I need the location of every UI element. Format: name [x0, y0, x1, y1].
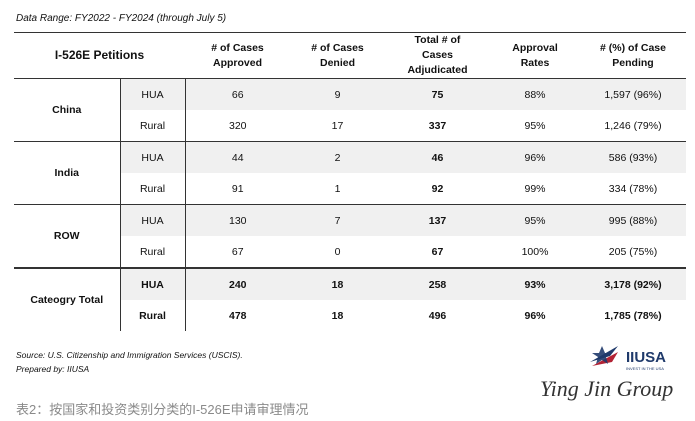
table-cell: 478: [228, 309, 247, 322]
table-cell: 2: [290, 141, 385, 173]
row-type: Rural: [120, 110, 186, 142]
brand: Ying Jin Group: [540, 376, 674, 401]
group-label: Cateogry Total: [14, 267, 121, 331]
table-cell: 93%: [490, 267, 580, 300]
logo-text: IIUSA: [626, 349, 666, 366]
row-type: Rural: [120, 300, 186, 331]
table-cell: 44: [185, 141, 290, 173]
source-note: Source: U.S. Citizenship and Immigration…: [16, 348, 243, 376]
table-row: Rural 320 17 337 95% 1,246 (79%): [14, 110, 686, 142]
column-header: Approval Rates: [490, 32, 580, 79]
table-cell: 96%: [524, 309, 546, 322]
table-cell: 95%: [490, 110, 580, 142]
table-cell: 18: [290, 267, 385, 300]
table-cell: 46: [385, 141, 490, 173]
table-cell: 258: [385, 267, 490, 300]
table-cell: 320: [185, 110, 290, 142]
column-header: # (%) of Case Pending: [580, 32, 686, 79]
table-cell: 240: [185, 267, 290, 300]
column-header: # of Cases Approved: [185, 32, 290, 79]
table-cell: 17: [290, 110, 385, 142]
prepared-by: Prepared by: IIUSA: [16, 364, 90, 374]
table-cell: 205 (75%): [580, 236, 686, 269]
table-row: Rural 91 1 92 99% 334 (78%): [14, 173, 686, 205]
table-cell: 586 (93%): [580, 141, 686, 173]
group-label: China: [14, 78, 121, 142]
table-cell: 95%: [490, 204, 580, 236]
row-group: China HUA 66 9 75 88% 1,597 (96%) Rural 320 17 337…: [14, 78, 686, 142]
data-range: Data Range: FY2022 - FY2024 (through Jul…: [16, 13, 227, 24]
table-cell: 88%: [490, 78, 580, 110]
table-cell: 9: [290, 78, 385, 110]
table-cell: 67: [185, 236, 290, 269]
row-group: India HUA 44 2 46 96% 586 (93%) Rural 91 1 92 99% 33…: [14, 141, 686, 205]
table-cell: 496: [428, 309, 447, 322]
table-cell: 75: [385, 78, 490, 110]
table-cell: 67: [385, 236, 490, 269]
group-label: India: [14, 141, 121, 205]
table-cell: 91: [185, 173, 290, 205]
table-cell: 18: [331, 309, 344, 322]
table-cell: 137: [385, 204, 490, 236]
logo: IIUSA INVEST IN THE USA: [590, 346, 666, 371]
table-row: ROW HUA 130 7 137 95% 995 (88%): [14, 204, 686, 269]
row-type: Rural: [120, 236, 186, 269]
table-cell: 99%: [490, 173, 580, 205]
row-type: Rural: [120, 173, 186, 205]
caption: 表2：按国家和投资类别分类的I-526E申请审理情况: [16, 402, 309, 417]
table-cell: 66: [185, 78, 290, 110]
table-cell: 7: [290, 204, 385, 236]
table-cell: 1,597 (96%): [580, 78, 686, 110]
row-type: HUA: [120, 141, 186, 173]
table-cell: 100%: [490, 236, 580, 269]
column-header: # of Cases Denied: [290, 32, 385, 79]
table-cell: 96%: [490, 141, 580, 173]
table-cell: 130: [185, 204, 290, 236]
table-row: Rural 67 0 67 100% 205 (75%): [14, 236, 686, 269]
table-cell: 92: [385, 173, 490, 205]
table-row: Cateogry Total HUA 240 18 258 93% 3,178 (92%): [14, 267, 686, 331]
source: Source: U.S. Citizenship and Immigration…: [16, 350, 243, 360]
table-cell: 995 (88%): [580, 204, 686, 236]
table-row: Rural 478 18 496 96% 1,785 (78%): [14, 300, 686, 331]
row-type: HUA: [120, 78, 186, 110]
column-header: Total # of Cases Adjudicated: [385, 32, 490, 79]
row-group: ROW HUA 130 7 137 95% 995 (88%) Rural 67 0 67 100% 2…: [14, 204, 686, 269]
table-row: China HUA 66 9 75 88% 1,597 (96%): [14, 78, 686, 142]
table-row: India HUA 44 2 46 96% 586 (93%): [14, 141, 686, 205]
petitions-table: I-526E Petitions # of Cases Approved # of …: [14, 32, 686, 331]
table-header: I-526E Petitions # of Cases Approved # of …: [14, 32, 686, 79]
row-type: HUA: [120, 204, 186, 236]
header-row: I-526E Petitions # of Cases Approved # of …: [14, 32, 686, 79]
table-cell: 1,246 (79%): [580, 110, 686, 142]
row-type: HUA: [120, 267, 186, 300]
row-group: Cateogry Total HUA 240 18 258 93% 3,178 (92%) R…: [14, 267, 686, 331]
logo-tagline: INVEST IN THE USA: [626, 366, 664, 371]
table-cell: 3,178 (92%): [580, 267, 686, 300]
table-cell: 337: [385, 110, 490, 142]
table-cell: 1: [290, 173, 385, 205]
table-cell: 0: [290, 236, 385, 269]
group-label: ROW: [14, 204, 121, 269]
column-header: I-526E Petitions: [14, 32, 185, 79]
table-cell: 334 (78%): [580, 173, 686, 205]
table-cell: 1,785 (78%): [604, 309, 662, 322]
